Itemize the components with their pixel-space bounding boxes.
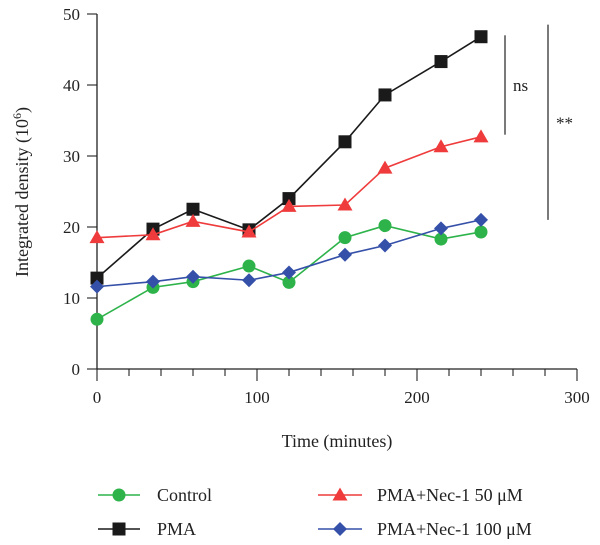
series-line-pma [96, 36, 482, 279]
legend-item-control: Control [98, 485, 212, 505]
y-tick-label: 30 [63, 147, 80, 166]
data-point-pma-nec-1-50-m [241, 224, 257, 238]
data-point-pma-nec-1-100-m [146, 274, 160, 289]
y-axis-title-main: Integrated density (10 [12, 119, 33, 277]
y-tick-label: 20 [63, 218, 80, 237]
data-point-pma [378, 88, 392, 102]
series-line-pma-nec-1-50-m [96, 136, 482, 239]
legend-marker-pma-nec1-100 [333, 522, 347, 536]
y-tick-label: 50 [63, 5, 80, 24]
series-pma-nec-1-50-m [89, 129, 489, 244]
y-axis-title: Integrated density (106) [10, 107, 33, 277]
legend-marker-control [112, 488, 126, 502]
y-axis-title-end: ) [12, 107, 33, 113]
data-point-pma-nec-1-50-m [185, 213, 201, 227]
data-point-control [90, 312, 104, 326]
series-pma [90, 30, 488, 285]
y-axis-title-exponent: 6 [10, 113, 24, 119]
x-tick-label: 0 [93, 388, 102, 407]
x-tick-label: 200 [404, 388, 430, 407]
data-point-pma [186, 202, 200, 216]
x-tick-label: 300 [564, 388, 590, 407]
significance-label: ** [556, 113, 573, 132]
legend-label-pma-nec1-50: PMA+Nec-1 50 μM [377, 485, 523, 505]
legend-item-pma-nec1-100: PMA+Nec-1 100 μM [318, 519, 532, 539]
legend-label-pma-nec1-100: PMA+Nec-1 100 μM [377, 519, 532, 539]
axes: 0 100 200 300 0 10 20 30 40 50 [63, 5, 590, 407]
data-point-pma-nec-1-100-m [474, 212, 488, 227]
data-point-control [378, 219, 392, 233]
data-point-pma [338, 135, 352, 149]
legend-marker-pma-nec1-50 [332, 487, 348, 501]
data-point-pma-nec-1-100-m [338, 247, 352, 262]
data-point-control [434, 232, 448, 246]
data-point-pma-nec-1-50-m [337, 197, 353, 211]
data-point-pma [282, 192, 296, 206]
data-point-control [282, 275, 296, 289]
data-point-control [474, 225, 488, 239]
data-point-pma-nec-1-100-m [90, 279, 104, 294]
legend-item-pma: PMA [98, 519, 196, 539]
annotations: ns ** [504, 24, 573, 220]
legend-label-control: Control [157, 485, 212, 505]
data-point-pma-nec-1-50-m [145, 227, 161, 241]
data-point-pma-nec-1-50-m [89, 230, 105, 244]
y-tick-label: 0 [72, 360, 81, 379]
x-axis-title: Time (minutes) [282, 431, 393, 452]
data-point-pma-nec-1-100-m [434, 221, 448, 236]
legend-marker-pma [112, 522, 126, 536]
legend-label-pma: PMA [157, 519, 196, 539]
legend: Control PMA PMA+Nec-1 50 μM PMA+Nec-1 10… [98, 485, 532, 539]
y-tick-label: 10 [63, 289, 80, 308]
data-point-control [242, 259, 256, 273]
data-point-pma-nec-1-50-m [473, 129, 489, 143]
data-point-pma-nec-1-100-m [378, 238, 392, 253]
y-tick-label: 40 [63, 76, 80, 95]
series-layer [89, 30, 489, 326]
data-point-pma [434, 55, 448, 69]
data-point-pma-nec-1-100-m [242, 273, 256, 288]
data-point-pma [90, 271, 104, 285]
data-point-control [338, 231, 352, 245]
data-point-pma-nec-1-100-m [186, 269, 200, 284]
data-point-pma-nec-1-50-m [377, 160, 393, 174]
data-point-pma-nec-1-100-m [282, 265, 296, 280]
series-pma-nec-1-100-m [90, 212, 488, 294]
significance-label: ns [513, 76, 528, 95]
data-point-pma [474, 30, 488, 44]
legend-item-pma-nec1-50: PMA+Nec-1 50 μM [318, 485, 523, 505]
x-tick-label: 100 [244, 388, 270, 407]
data-point-pma-nec-1-50-m [281, 198, 297, 212]
data-point-pma-nec-1-50-m [433, 139, 449, 153]
